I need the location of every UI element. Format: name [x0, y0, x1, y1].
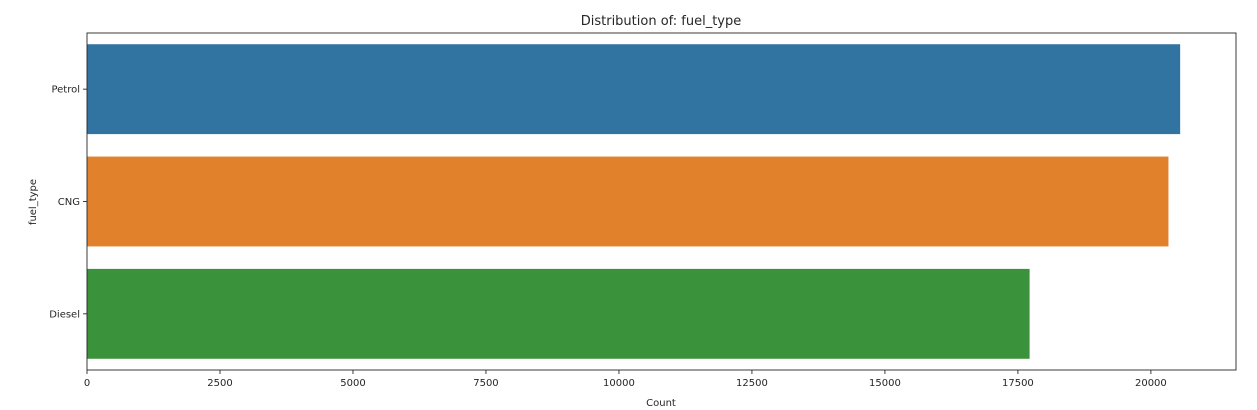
x-axis-ticks: 0 2500 5000 7500 10000 12500 15000 17500 20000	[84, 370, 1167, 389]
bar-petrol	[87, 44, 1181, 135]
bars-group	[87, 44, 1181, 359]
x-tick-label-0: 0	[84, 378, 90, 389]
y-tick-label-diesel: Diesel	[49, 309, 80, 320]
x-axis-label: Count	[646, 398, 676, 409]
chart-title: Distribution of: fuel_type	[581, 14, 742, 29]
y-axis-label: fuel_type	[28, 179, 39, 225]
x-tick-label-10000: 10000	[603, 378, 635, 389]
y-tick-label-petrol: Petrol	[51, 85, 80, 96]
y-tick-label-cng: CNG	[58, 197, 80, 208]
plot-frame	[86, 32, 1237, 371]
x-tick-label-5000: 5000	[340, 378, 365, 389]
bar-cng	[87, 156, 1169, 247]
bar-diesel	[87, 268, 1030, 359]
x-tick-label-7500: 7500	[473, 378, 498, 389]
x-tick-label-12500: 12500	[736, 378, 768, 389]
x-tick-label-2500: 2500	[207, 378, 232, 389]
x-tick-label-17500: 17500	[1002, 378, 1034, 389]
x-tick-label-20000: 20000	[1135, 378, 1167, 389]
y-axis-ticks: Petrol CNG Diesel	[49, 85, 87, 320]
x-tick-label-15000: 15000	[869, 378, 901, 389]
